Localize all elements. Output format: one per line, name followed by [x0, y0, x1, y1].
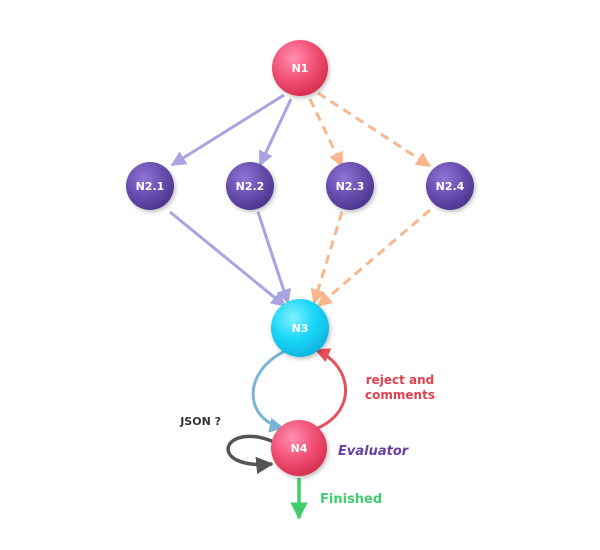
edge-n21-n3 — [169, 210, 287, 308]
node-n24[interactable]: N2.4 — [426, 162, 474, 210]
reject-label-line1: reject and — [366, 373, 435, 387]
node-n4-label: N4 — [291, 442, 308, 455]
node-n24-label: N2.4 — [436, 180, 465, 193]
node-n3-label: N3 — [292, 322, 309, 335]
node-n23[interactable]: N2.3 — [326, 162, 374, 210]
edge-n1-n24 — [317, 91, 432, 168]
reject-label-line2: comments — [365, 388, 435, 402]
edge-n1-n22 — [258, 98, 293, 167]
node-n1[interactable]: N1 — [272, 40, 328, 96]
finished-label: Finished — [320, 492, 382, 507]
edge-n24-n3 — [316, 208, 431, 308]
edge-n3-n4 — [251, 348, 288, 433]
edge-n4-self-loop — [226, 434, 275, 475]
evaluator-label: Evaluator — [338, 444, 410, 459]
node-n22-label: N2.2 — [236, 180, 265, 193]
edge-n1-n23 — [308, 98, 344, 168]
edge-n1-n21 — [170, 93, 285, 167]
edge-n22-n3 — [256, 211, 291, 305]
node-n23-label: N2.3 — [336, 180, 365, 193]
node-n21[interactable]: N2.1 — [126, 162, 174, 210]
node-n1-label: N1 — [292, 62, 309, 75]
node-n21-label: N2.1 — [136, 180, 165, 193]
node-n22[interactable]: N2.2 — [226, 162, 274, 210]
node-n4[interactable]: N4 — [271, 420, 327, 476]
node-n3[interactable]: N3 — [271, 299, 329, 357]
edge-n23-n3 — [310, 211, 344, 305]
edge-n4-n3-reject — [314, 348, 347, 430]
json-label: JSON ? — [179, 415, 221, 428]
